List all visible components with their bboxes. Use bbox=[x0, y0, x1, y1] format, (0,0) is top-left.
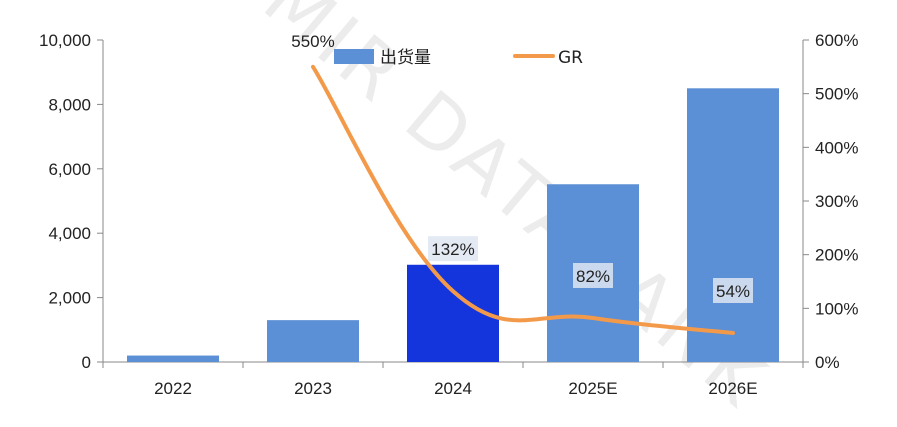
axes: 0 2,000 4,000 6,000 8,000 10,000 0% 100% 200% 300… bbox=[39, 31, 858, 398]
bar-2022 bbox=[127, 355, 219, 362]
growth-line bbox=[311, 64, 735, 336]
growth-line-layer bbox=[311, 64, 735, 336]
legend-label-line: GR bbox=[558, 48, 583, 68]
y-left-tick-label: 10,000 bbox=[39, 31, 91, 50]
y-left-tick-label: 2,000 bbox=[48, 289, 91, 308]
y-left-tick-label: 8,000 bbox=[48, 95, 91, 114]
x-tick-label: 2023 bbox=[294, 379, 332, 398]
bar-2026E bbox=[687, 88, 779, 363]
data-labels: 550% 132% 82% 54% bbox=[291, 32, 753, 304]
y-left-tick-label: 4,000 bbox=[48, 224, 91, 243]
y-right-tick-label: 200% bbox=[815, 246, 858, 265]
growth-label-box bbox=[713, 278, 753, 304]
y-left-tick-label: 0 bbox=[82, 353, 91, 372]
y-right-tick-label: 300% bbox=[815, 192, 858, 211]
growth-label-2026E: 54% bbox=[716, 282, 750, 301]
y-right-tick-label: 400% bbox=[815, 138, 858, 157]
y-right-tick-label: 500% bbox=[815, 85, 858, 104]
legend-swatch-bar bbox=[334, 49, 374, 64]
growth-label-2023: 550% bbox=[291, 32, 334, 51]
x-tick-label: 2026E bbox=[708, 379, 757, 398]
bar-2023 bbox=[267, 320, 359, 362]
legend: 出货量 GR bbox=[334, 48, 583, 68]
x-tick-label: 2022 bbox=[154, 379, 192, 398]
growth-label-box bbox=[573, 262, 613, 288]
x-tick-label: 2025E bbox=[568, 379, 617, 398]
y-right-tick-label: 0% bbox=[815, 353, 840, 372]
x-tick-label: 2024 bbox=[434, 379, 472, 398]
growth-label-box bbox=[428, 236, 478, 262]
growth-label-2025E: 82% bbox=[576, 267, 610, 286]
y-left-tick-label: 6,000 bbox=[48, 160, 91, 179]
bars bbox=[127, 88, 779, 363]
growth-label-2024: 132% bbox=[431, 240, 474, 259]
legend-label-bar: 出货量 bbox=[380, 48, 431, 68]
y-right-tick-label: 600% bbox=[815, 31, 858, 50]
y-right-tick-label: 100% bbox=[815, 299, 858, 318]
